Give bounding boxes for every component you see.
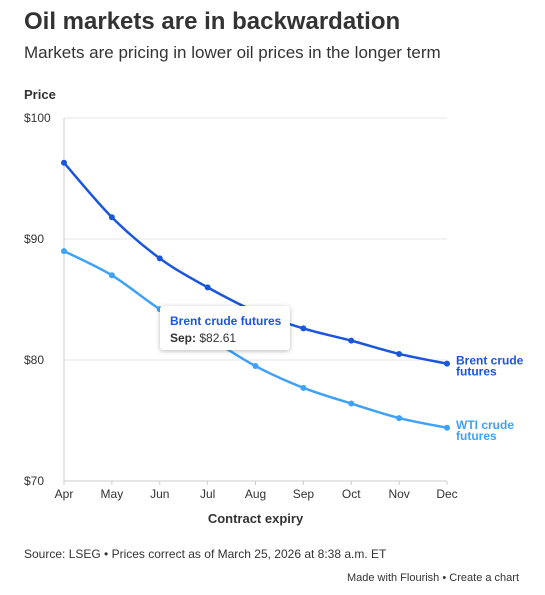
x-tick-label: Oct [342, 487, 361, 501]
x-tick-label: Sep [293, 487, 315, 501]
tooltip: Brent crude futures Sep: $82.61 [160, 306, 290, 350]
tooltip-category: Sep: [170, 331, 197, 345]
y-tick-label: $90 [24, 232, 44, 246]
chart-title: Oil markets are in backwardation [24, 8, 401, 35]
wti-crude-futures-point [444, 424, 450, 431]
wti-crude-futures-point [300, 384, 307, 391]
wti-crude-futures-point [252, 363, 259, 370]
x-axis-title: Contract expiry [208, 511, 304, 526]
brent-crude-futures-point [204, 284, 211, 291]
x-tick-label: Jul [200, 487, 215, 501]
wti-crude-futures-point [396, 415, 403, 422]
x-tick-label: Apr [55, 487, 74, 501]
tooltip-series-name: Brent crude futures [170, 314, 282, 328]
wti-crude-futures-end-label-line: WTI crude [456, 418, 514, 432]
x-tick-label: Dec [436, 487, 457, 501]
brent-crude-futures-end-label-line: futures [456, 365, 497, 379]
made-with-flourish-link[interactable]: Made with Flourish [346, 572, 440, 584]
tooltip-value-line: Sep: $82.61 [170, 331, 236, 345]
brent-crude-futures-point [348, 337, 355, 344]
brent-crude-futures-point [300, 325, 307, 332]
wti-crude-futures-end-label: WTI crude futures [456, 418, 514, 443]
wti-crude-futures-point [61, 248, 67, 255]
y-tick-label: $80 [24, 353, 44, 367]
y-tick-label: $70 [24, 474, 44, 488]
y-tick-label: $100 [24, 111, 51, 125]
chart-subtitle: Markets are pricing in lower oil prices … [24, 43, 441, 62]
x-tick-label: May [101, 487, 124, 501]
source-note: Source: LSEG • Prices correct as of Marc… [24, 547, 387, 561]
x-tick-label: Aug [245, 487, 266, 501]
credit-separator: • [442, 572, 447, 584]
brent-crude-futures-point [108, 214, 115, 221]
create-chart-link[interactable]: Create a chart [449, 572, 519, 584]
brent-crude-futures-point [156, 255, 163, 262]
credit-line: Made with Flourish • Create a chart [347, 572, 519, 584]
brent-crude-futures-end-label-line: Brent crude [456, 354, 524, 368]
wti-crude-futures-point [108, 272, 115, 279]
x-tick-label: Jun [150, 487, 169, 501]
x-tick-label: Nov [388, 487, 409, 501]
brent-crude-futures-end-label: Brent crude futures [456, 354, 524, 379]
line-chart: $70 $80 $90 $100 Apr May Jun Jul Aug Sep Oct Nov Dec… [24, 111, 524, 526]
y-axis-label: Price [24, 87, 56, 102]
brent-crude-futures-point [61, 159, 67, 166]
brent-crude-futures-point [444, 360, 450, 367]
wti-crude-futures-end-label-line: futures [456, 429, 497, 443]
tooltip-value: $82.61 [199, 331, 237, 345]
brent-crude-futures-point [396, 350, 403, 357]
wti-crude-futures-point [348, 400, 355, 407]
